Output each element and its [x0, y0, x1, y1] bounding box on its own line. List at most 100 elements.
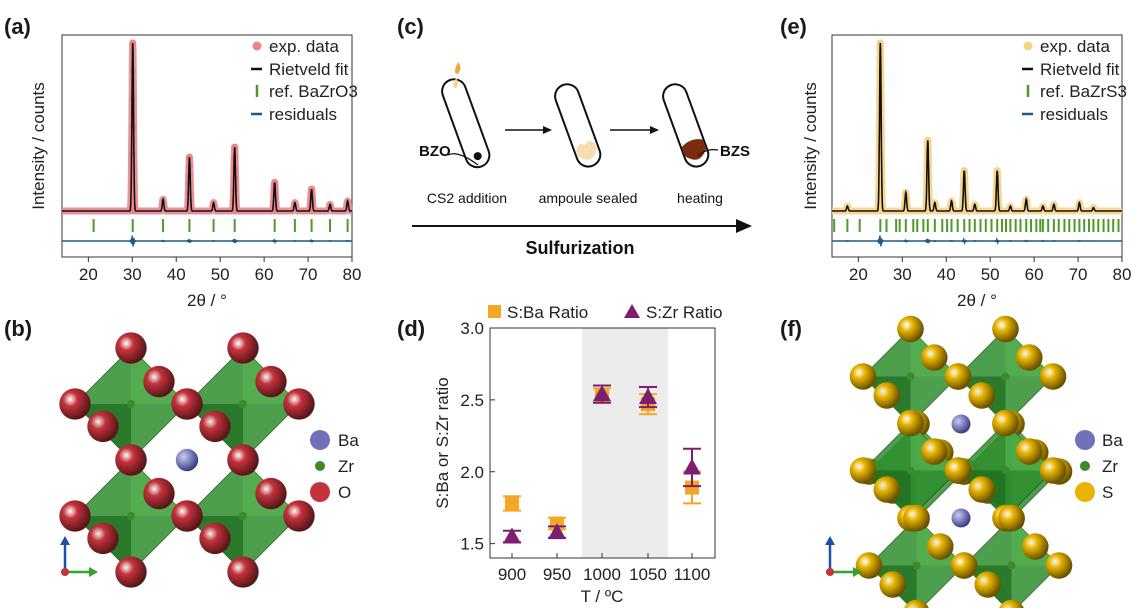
ampoule-2-icon: [554, 83, 602, 168]
anion-atom: [143, 365, 175, 398]
legend-e-ref-label: ref. BaZrS3: [1040, 82, 1127, 101]
zr-atom: [239, 512, 247, 520]
legend-e: exp. data Rietveld fit ref. BaZrS3 resid…: [1022, 37, 1127, 124]
data-point: [129, 123, 137, 131]
x-tick-label: 80: [1113, 265, 1131, 284]
anion-atom: [1039, 363, 1067, 390]
anion-atom: [992, 409, 1019, 437]
panel-label-c: (c): [397, 14, 424, 39]
anion-atom: [59, 500, 91, 532]
structure-bazro3: Ba Zr O: [59, 332, 359, 588]
zr-atom: [1001, 372, 1010, 381]
anion-atom: [283, 500, 315, 532]
sulfurization-arrow-head: [736, 219, 752, 233]
x-tick-label: 70: [1069, 265, 1088, 284]
zr-atom: [127, 400, 135, 408]
x-tick-label: 50: [981, 265, 1000, 284]
x-tick-label: 30: [123, 265, 142, 284]
panel-e-chart: 20 30 40 50 60 70 80 2θ / ° Intensity / counts…: [801, 34, 1131, 310]
data-point: [960, 194, 968, 202]
xrd-plot-a: [58, 39, 356, 247]
crystal-structure-b: [59, 332, 315, 588]
legend-b-zr-icon: [315, 461, 325, 471]
data-point: [185, 189, 193, 197]
y-tick-label: 2.0: [460, 463, 484, 482]
x-tick-label: 60: [255, 265, 274, 284]
axes-triad-f: [825, 536, 862, 577]
x-axis-label-d: T / ºC: [581, 587, 624, 606]
sulfurization-label: Sulfurization: [526, 238, 635, 258]
anion-atom: [974, 571, 1002, 598]
anion-atom: [950, 552, 978, 579]
anion-atom: [849, 363, 877, 390]
legend-f-s-icon: [1075, 482, 1095, 502]
cs2-drop-icon-2: [453, 78, 458, 88]
data-point: [924, 183, 932, 191]
data-point: [129, 151, 137, 159]
x-tick-label: 20: [849, 265, 868, 284]
x-tick-label: 900: [498, 565, 526, 584]
anion-atom: [171, 500, 203, 532]
legend-b-ba-icon: [310, 430, 330, 450]
ratio-plot-d: [503, 384, 701, 544]
step-3-label: heating: [677, 190, 723, 206]
legend-e-fit-label: Rietveld fit: [1040, 60, 1120, 79]
data-point: [876, 179, 884, 187]
legend-a-res-label: residuals: [269, 105, 337, 124]
data-point: [924, 172, 932, 180]
xrd-plot-e: [828, 39, 1126, 247]
legend-d-szr-marker: [624, 304, 640, 318]
anion-atom: [926, 533, 954, 560]
synthesis-scheme: BZO CS2 addition ampoule sealed BZS heat…: [412, 62, 752, 258]
sba-marker: [685, 480, 699, 495]
anion-atom: [171, 388, 203, 420]
szr-marker: [503, 527, 521, 544]
rietveld-fit-series: [62, 42, 352, 212]
anion-atom: [920, 344, 948, 371]
arrow-2-head: [650, 126, 659, 134]
x-tick-label: 1050: [629, 565, 667, 584]
panel-a-chart: 20 30 40 50 60 70 80 2θ / ° Intensity / counts…: [29, 34, 361, 310]
anion-atom: [1021, 533, 1049, 560]
x-axis-label-a: 2θ / °: [187, 291, 227, 310]
rietveld-fit-series: [832, 42, 1122, 212]
crystal-structure-f-lower: [849, 409, 1073, 608]
data-point: [993, 187, 1001, 195]
legend-d-szr-label: S:Zr Ratio: [646, 303, 723, 322]
ampoule-3-icon: [662, 83, 710, 168]
x-tick-label: 20: [79, 265, 98, 284]
anion-atom: [87, 410, 119, 443]
panel-label-b: (b): [4, 316, 32, 341]
panel-label-e: (e): [780, 14, 807, 39]
ticks-d: 1.5 2.0 2.5 3.0 900 950 1000 1050 1100: [460, 319, 710, 584]
anion-atom: [855, 552, 883, 579]
anion-atom: [998, 504, 1025, 532]
residuals-series: [832, 235, 1122, 247]
zr-atom: [239, 400, 247, 408]
data-point: [876, 123, 884, 131]
anion-atom: [1039, 457, 1067, 484]
panel-d-chart: S:Ba Ratio S:Zr Ratio 1.5 2.0 2.5 3.0 900 950…: [433, 303, 723, 606]
data-point: [231, 175, 239, 183]
anion-atom: [944, 363, 972, 390]
panel-label-a: (a): [4, 14, 31, 39]
x-tick-label: 70: [299, 265, 318, 284]
legend-d: S:Ba Ratio S:Zr Ratio: [488, 303, 723, 322]
legend-f-zr-icon: [1080, 461, 1090, 471]
anion-atom: [904, 599, 929, 608]
x-tick-label: 1100: [674, 565, 711, 584]
szr-marker: [593, 385, 611, 402]
ampoule-1-icon: [441, 78, 491, 169]
legend-f-s-label: S: [1102, 483, 1113, 502]
legend-d-sba-marker: [488, 305, 501, 318]
zr-atom: [912, 561, 921, 570]
legend-e-res-label: residuals: [1040, 105, 1108, 124]
anion-atom: [897, 315, 924, 343]
x-tick-label: 40: [937, 265, 956, 284]
data-point: [231, 196, 239, 204]
anion-atom: [849, 457, 877, 484]
zr-atom: [906, 466, 915, 475]
structure-bazrs3: Ba Zr S: [825, 315, 1123, 608]
szr-marker: [683, 458, 701, 475]
y-axis-label-a: Intensity / counts: [29, 82, 48, 210]
